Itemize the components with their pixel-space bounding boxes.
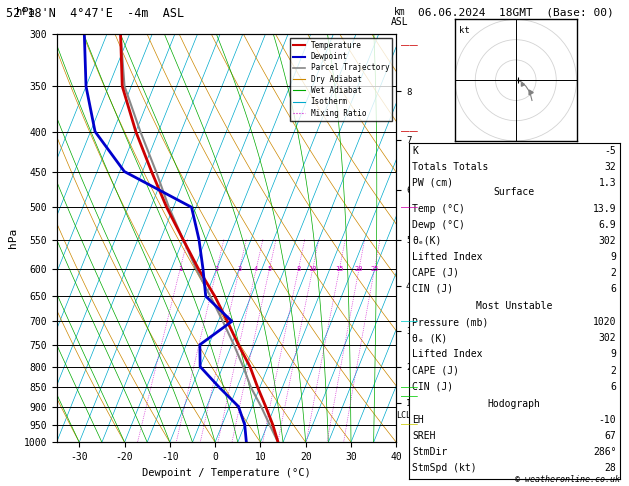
Text: Hodograph: Hodograph <box>487 399 541 409</box>
Text: 2: 2 <box>611 268 616 278</box>
Text: 6.9: 6.9 <box>599 220 616 229</box>
Text: 13.9: 13.9 <box>593 204 616 213</box>
Text: ――: ―― <box>401 203 418 212</box>
Text: ――: ―― <box>401 317 418 326</box>
Text: 302: 302 <box>599 333 616 344</box>
Text: StmSpd (kt): StmSpd (kt) <box>412 463 477 473</box>
Text: ――: ―― <box>401 41 418 50</box>
Text: 06.06.2024  18GMT  (Base: 00): 06.06.2024 18GMT (Base: 00) <box>418 7 614 17</box>
Text: 9: 9 <box>611 252 616 261</box>
Text: 25: 25 <box>370 266 379 272</box>
Text: 6: 6 <box>611 382 616 392</box>
X-axis label: Dewpoint / Temperature (°C): Dewpoint / Temperature (°C) <box>142 468 311 478</box>
Text: CAPE (J): CAPE (J) <box>412 365 459 376</box>
Text: ――: ―― <box>401 420 418 429</box>
Text: StmDir: StmDir <box>412 447 447 457</box>
Text: 10: 10 <box>308 266 317 272</box>
Text: 2: 2 <box>611 365 616 376</box>
Text: θₑ (K): θₑ (K) <box>412 333 447 344</box>
Text: 1.3: 1.3 <box>599 178 616 188</box>
Text: K: K <box>412 146 418 156</box>
Text: 5: 5 <box>267 266 272 272</box>
Text: CIN (J): CIN (J) <box>412 284 453 294</box>
Text: 20: 20 <box>355 266 363 272</box>
Text: © weatheronline.co.uk: © weatheronline.co.uk <box>515 474 620 484</box>
Text: Pressure (mb): Pressure (mb) <box>412 317 488 328</box>
Text: km
ASL: km ASL <box>391 7 408 27</box>
Text: 1: 1 <box>178 266 182 272</box>
Text: Totals Totals: Totals Totals <box>412 162 488 172</box>
Text: CAPE (J): CAPE (J) <box>412 268 459 278</box>
Text: -10: -10 <box>599 415 616 425</box>
Text: EH: EH <box>412 415 424 425</box>
Text: CIN (J): CIN (J) <box>412 382 453 392</box>
Text: hPa: hPa <box>16 7 35 17</box>
Text: 3: 3 <box>237 266 242 272</box>
Text: Lifted Index: Lifted Index <box>412 252 482 261</box>
Text: 9: 9 <box>611 349 616 360</box>
Text: 8: 8 <box>296 266 301 272</box>
Text: Lifted Index: Lifted Index <box>412 349 482 360</box>
Text: Temp (°C): Temp (°C) <box>412 204 465 213</box>
Text: 1020: 1020 <box>593 317 616 328</box>
Text: 4: 4 <box>254 266 259 272</box>
Text: ――: ―― <box>401 127 418 136</box>
Text: PW (cm): PW (cm) <box>412 178 453 188</box>
Text: 15: 15 <box>335 266 343 272</box>
Text: 6: 6 <box>611 284 616 294</box>
Text: Surface: Surface <box>494 188 535 197</box>
Text: SREH: SREH <box>412 431 435 441</box>
Text: Dewp (°C): Dewp (°C) <box>412 220 465 229</box>
Text: θₑ(K): θₑ(K) <box>412 236 442 245</box>
Text: 32: 32 <box>604 162 616 172</box>
Y-axis label: hPa: hPa <box>8 228 18 248</box>
Text: 67: 67 <box>604 431 616 441</box>
Text: ――: ―― <box>401 393 418 401</box>
Text: 2: 2 <box>214 266 219 272</box>
Text: 286°: 286° <box>593 447 616 457</box>
Legend: Temperature, Dewpoint, Parcel Trajectory, Dry Adiabat, Wet Adiabat, Isotherm, Mi: Temperature, Dewpoint, Parcel Trajectory… <box>290 38 392 121</box>
Text: 28: 28 <box>604 463 616 473</box>
Text: 52°18'N  4°47'E  -4m  ASL: 52°18'N 4°47'E -4m ASL <box>6 7 184 20</box>
Text: 302: 302 <box>599 236 616 245</box>
Y-axis label: Mixing Ratio (g/kg): Mixing Ratio (g/kg) <box>414 187 423 289</box>
Text: LCL: LCL <box>396 411 411 420</box>
Text: ――: ―― <box>401 382 418 392</box>
Text: -5: -5 <box>604 146 616 156</box>
Text: Most Unstable: Most Unstable <box>476 301 552 312</box>
Text: kt: kt <box>459 25 470 35</box>
